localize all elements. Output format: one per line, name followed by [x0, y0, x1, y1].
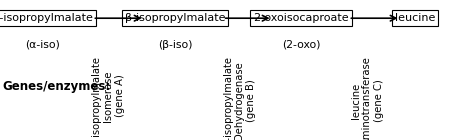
Text: leucine: leucine: [394, 13, 435, 23]
Text: β-isopropylmalate
Dehydrogenase
(gene B): β-isopropylmalate Dehydrogenase (gene B): [223, 56, 256, 140]
Text: β-isopropylmalate: β-isopropylmalate: [125, 13, 226, 23]
Text: isopropylmalate
Isomerase
(gene A): isopropylmalate Isomerase (gene A): [91, 56, 125, 136]
Text: (α-iso): (α-iso): [25, 40, 60, 50]
Text: α-isopropylmalate: α-isopropylmalate: [0, 13, 93, 23]
Text: leucine
Aminotransferase
(gene C): leucine Aminotransferase (gene C): [351, 56, 384, 140]
Text: (β-iso): (β-iso): [158, 40, 192, 50]
Text: (2-oxo): (2-oxo): [282, 40, 320, 50]
Text: 2-oxoisocaproate: 2-oxoisocaproate: [253, 13, 349, 23]
Text: Genes/enzymes:: Genes/enzymes:: [2, 80, 110, 93]
